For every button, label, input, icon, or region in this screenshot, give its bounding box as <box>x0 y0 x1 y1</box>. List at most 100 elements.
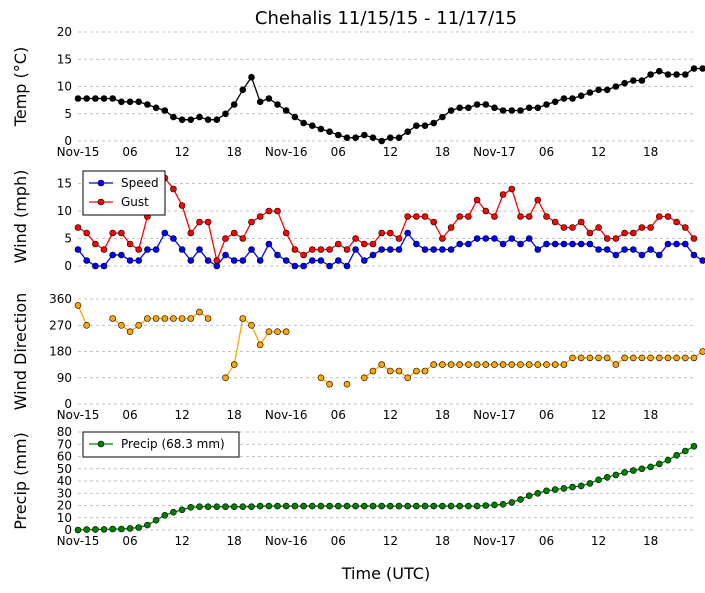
y-axis-title-precip: Precip (mm) <box>11 432 30 530</box>
data-point-wind <box>551 240 559 248</box>
y-axis-title-direction: Wind Direction <box>11 293 30 411</box>
data-point-precip <box>256 502 264 510</box>
data-point-direction <box>317 374 325 382</box>
data-point-temp <box>204 116 212 123</box>
data-point-wind <box>369 240 377 248</box>
data-point-direction <box>465 361 472 368</box>
data-point-precip <box>187 503 195 511</box>
data-point-wind <box>603 246 611 253</box>
data-point-wind <box>482 235 490 242</box>
data-point-direction <box>187 315 195 322</box>
data-point-wind <box>499 191 507 198</box>
series-line-direction <box>363 350 704 379</box>
x-tick-label: 06 <box>122 145 137 159</box>
data-point-precip <box>282 502 290 510</box>
data-point-wind <box>369 251 377 259</box>
data-point-precip <box>239 503 247 511</box>
data-point-temp <box>334 131 342 139</box>
data-point-wind <box>265 240 273 248</box>
data-point-precip <box>473 502 481 510</box>
data-point-direction <box>404 374 412 382</box>
x-tick-label: 06 <box>331 408 346 422</box>
x-tick-label: 06 <box>122 408 137 422</box>
data-point-direction <box>577 354 585 362</box>
data-point-temp <box>256 98 264 106</box>
data-point-precip <box>74 526 82 534</box>
data-point-wind <box>413 213 420 220</box>
data-point-direction <box>256 341 264 349</box>
data-point-wind <box>560 224 568 231</box>
data-point-temp <box>430 119 438 127</box>
data-point-temp <box>525 104 533 112</box>
data-point-precip <box>595 476 602 484</box>
data-point-wind <box>92 262 99 270</box>
data-point-wind <box>308 246 316 253</box>
data-point-wind <box>534 196 542 204</box>
x-tick-label: 12 <box>383 408 398 422</box>
data-point-temp <box>465 104 472 112</box>
data-point-direction <box>274 328 281 336</box>
data-point-temp <box>369 134 377 141</box>
data-point-precip <box>569 483 576 491</box>
data-point-wind <box>135 246 142 253</box>
series-wind-1 <box>74 174 698 264</box>
data-point-direction <box>248 321 255 329</box>
data-point-wind <box>83 257 90 264</box>
data-point-precip <box>577 482 585 490</box>
data-point-temp <box>378 137 386 145</box>
data-point-wind <box>161 229 169 237</box>
data-point-direction <box>439 361 446 368</box>
x-tick-label: Nov-15 <box>57 145 100 159</box>
data-point-wind <box>586 240 594 248</box>
data-point-wind <box>74 224 82 231</box>
data-point-precip <box>291 502 299 510</box>
data-point-wind <box>413 240 420 248</box>
data-point-wind <box>681 240 689 248</box>
data-point-temp <box>456 104 464 112</box>
data-point-wind <box>334 257 342 264</box>
data-point-wind <box>638 224 646 231</box>
data-point-temp <box>213 116 221 123</box>
data-point-direction <box>655 354 663 362</box>
data-point-wind <box>447 224 455 231</box>
data-point-wind <box>100 246 108 253</box>
data-point-temp <box>83 95 90 102</box>
data-point-wind <box>629 229 637 237</box>
data-point-direction <box>681 354 689 362</box>
data-point-direction <box>699 348 705 355</box>
data-point-wind <box>274 207 281 215</box>
data-point-wind <box>317 246 325 253</box>
data-point-precip <box>135 524 142 531</box>
data-point-precip <box>543 487 550 495</box>
data-point-precip <box>629 467 637 474</box>
data-point-temp <box>308 122 316 129</box>
data-point-wind <box>230 257 238 264</box>
y-tick-label-wind: 0 <box>64 259 72 273</box>
data-point-wind <box>300 251 307 259</box>
data-point-precip <box>144 521 151 529</box>
data-point-precip <box>421 502 429 510</box>
data-point-wind <box>430 218 438 226</box>
data-point-precip <box>508 499 516 506</box>
data-point-temp <box>577 92 585 100</box>
data-point-wind <box>256 257 264 264</box>
data-point-wind <box>543 240 550 248</box>
data-point-temp <box>517 107 524 114</box>
data-point-temp <box>230 101 238 108</box>
data-point-precip <box>499 500 507 508</box>
data-point-wind <box>664 240 672 248</box>
data-point-precip <box>213 503 221 511</box>
data-point-temp <box>92 95 99 102</box>
data-point-wind <box>508 235 516 242</box>
data-point-direction <box>603 354 611 362</box>
data-point-wind <box>378 246 386 253</box>
data-point-wind <box>404 229 412 237</box>
x-tick-label: 18 <box>227 145 242 159</box>
data-point-precip <box>430 502 438 510</box>
chart-title: Chehalis 11/15/15 - 11/17/15 <box>255 8 517 29</box>
data-point-precip <box>196 503 203 511</box>
y-tick-label-precip: 40 <box>57 474 72 488</box>
data-point-wind <box>534 246 542 253</box>
series-line-direction <box>112 311 209 333</box>
panel-wind: 0 5 10 15 Wind (mph) Speed Gust <box>11 170 705 273</box>
